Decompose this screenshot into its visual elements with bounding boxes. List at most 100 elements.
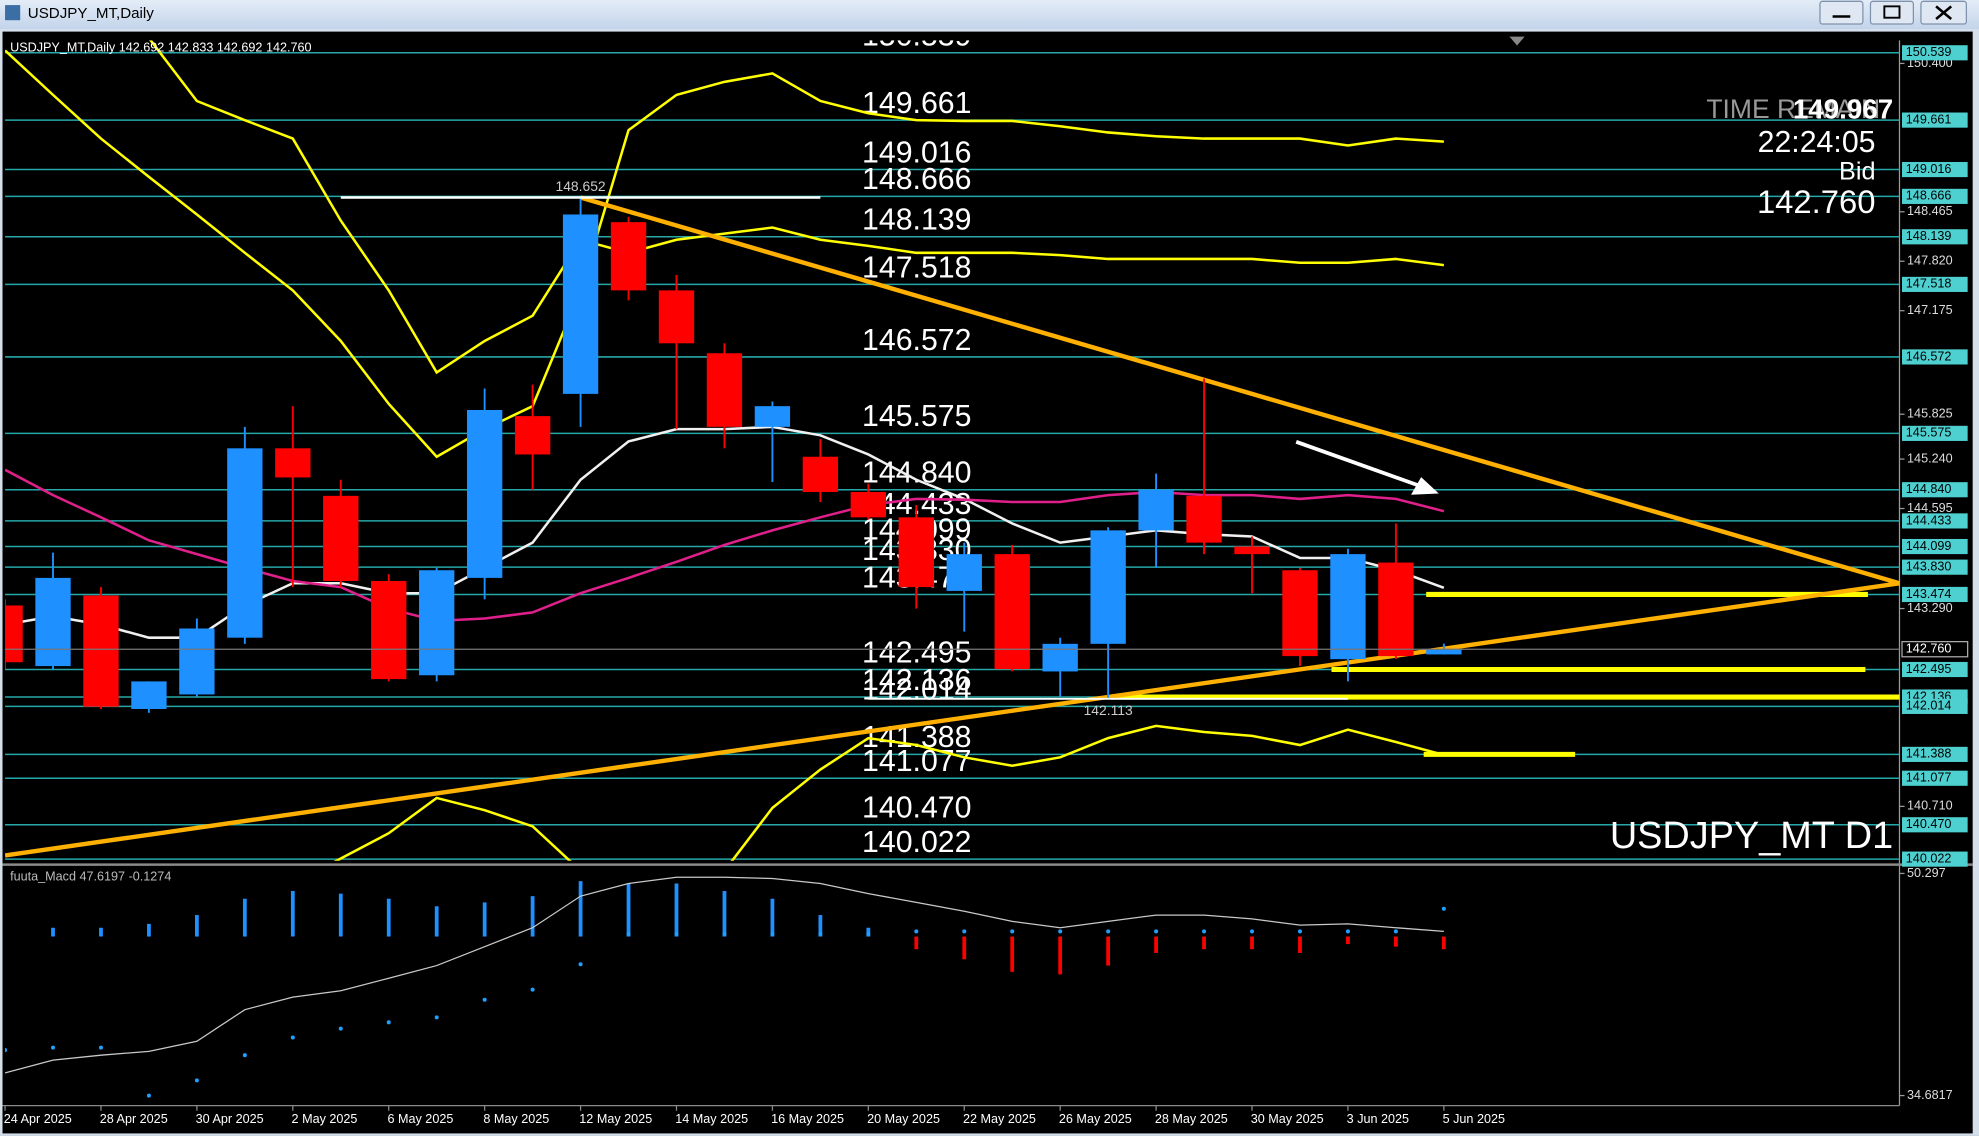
maximize-button[interactable]	[1869, 0, 1915, 25]
x-tick-label: 28 May 2025	[1155, 1112, 1228, 1126]
x-tick-label: 22 May 2025	[963, 1112, 1036, 1126]
level-label: 141.077	[862, 745, 971, 778]
signal-dot	[1202, 929, 1207, 934]
level-tag	[1902, 229, 1968, 245]
level-label: 142.014	[862, 673, 971, 706]
window-title: USDJPY_MT,Daily	[28, 5, 155, 22]
level-tag-label: 145.575	[1906, 426, 1952, 440]
level-tag	[1902, 349, 1968, 365]
signal-dot	[578, 962, 583, 967]
y-tick-label: 34.6817	[1907, 1088, 1953, 1102]
level-label: 142.136	[862, 664, 971, 697]
level-tag-label: 143.830	[1906, 559, 1952, 573]
countdown-price: 149.967	[1793, 93, 1893, 124]
signal-dot	[626, 931, 631, 937]
candle-body	[658, 290, 695, 344]
level-tag	[1902, 482, 1968, 498]
level-label: 142.495	[862, 636, 971, 669]
candle-body	[1234, 546, 1270, 555]
indicator-line	[5, 49, 1444, 459]
x-tick-label: 20 May 2025	[867, 1112, 940, 1126]
signal-dot	[482, 997, 487, 1002]
bid-label: Bid	[1839, 158, 1875, 186]
indicator-line	[149, 40, 1445, 375]
candle-body	[275, 448, 311, 478]
signal-dot	[1297, 929, 1303, 934]
x-tick-label: 30 Apr 2025	[196, 1112, 264, 1126]
y-tick-label: 147.820	[1907, 254, 1953, 268]
x-tick-label: 2 May 2025	[292, 1112, 358, 1126]
signal-dot	[866, 931, 871, 937]
minimize-button[interactable]	[1819, 0, 1864, 25]
current-price-tag	[1901, 640, 1969, 658]
level-tag-label: 147.518	[1906, 277, 1952, 291]
level-tag	[1902, 45, 1968, 61]
level-tag-label: 149.016	[1906, 162, 1952, 176]
candle-body	[131, 681, 167, 710]
candle-body	[1378, 562, 1414, 657]
signal-dot	[98, 1045, 103, 1050]
candle-body	[419, 570, 455, 676]
level-tag	[1902, 817, 1968, 833]
signal-dot	[5, 1048, 8, 1053]
candle-body	[802, 456, 839, 493]
candle-body	[83, 595, 119, 707]
candle-body	[179, 628, 215, 695]
level-tag-label: 140.470	[1906, 817, 1952, 831]
signal-dot	[1345, 929, 1350, 934]
level-label: 147.518	[862, 251, 971, 284]
high-mark-label: 148.652	[555, 178, 605, 194]
x-tick-label: 14 May 2025	[675, 1112, 748, 1126]
level-tag	[1902, 513, 1968, 529]
candle-body	[994, 554, 1030, 670]
signal-dot	[434, 1015, 439, 1020]
x-tick-label: 24 Apr 2025	[4, 1112, 72, 1126]
level-tag	[1902, 538, 1968, 555]
y-tick-label: 140.710	[1907, 799, 1953, 813]
level-tag	[1902, 112, 1968, 128]
candle-body	[514, 416, 551, 455]
x-tick-label: 8 May 2025	[483, 1112, 549, 1126]
signal-dot	[1250, 929, 1255, 934]
time-remaining: 22:24:05	[1758, 126, 1876, 159]
signal-dot	[770, 931, 775, 937]
level-tag	[1902, 851, 1968, 867]
title-bar	[0, 0, 1979, 30]
signal-dot	[290, 1035, 295, 1040]
level-tag-label: 143.474	[1906, 587, 1952, 601]
level-tag	[1902, 698, 1968, 714]
level-label: 141.388	[862, 721, 971, 754]
level-label: 140.470	[862, 792, 971, 825]
signal-dot	[146, 1093, 151, 1098]
level-tag	[1902, 746, 1968, 762]
arrow	[1295, 440, 1425, 490]
window-icon	[5, 5, 21, 21]
candle-body	[1138, 489, 1174, 531]
x-tick-label: 30 May 2025	[1251, 1112, 1324, 1126]
candle-body	[946, 554, 982, 591]
close-button[interactable]	[1920, 0, 1968, 25]
x-tick-label: 26 May 2025	[1059, 1112, 1132, 1126]
signal-dot	[386, 1020, 391, 1025]
candle-body	[5, 605, 23, 663]
level-label: 140.022	[862, 826, 971, 859]
x-tick-label: 6 May 2025	[387, 1112, 453, 1126]
signal-dot	[242, 1053, 247, 1058]
signal-dot	[1441, 906, 1446, 911]
level-label: 146.572	[862, 324, 971, 357]
level-label: 148.139	[862, 204, 971, 237]
level-label: 149.016	[862, 136, 971, 169]
macd-area	[5, 876, 1446, 1098]
candle-body	[1090, 530, 1126, 644]
y-tick-label: 143.290	[1907, 601, 1953, 615]
current-price-label: 142.760	[1906, 642, 1952, 656]
signal-dot	[674, 931, 679, 937]
candle-body	[1282, 570, 1318, 657]
x-tick-label: 3 Jun 2025	[1347, 1112, 1409, 1126]
candle-body	[610, 222, 647, 291]
level-tag	[1902, 425, 1968, 441]
x-tick-label: 12 May 2025	[579, 1112, 652, 1126]
level-tag-label: 149.661	[1906, 112, 1952, 126]
candle-body	[35, 577, 71, 667]
